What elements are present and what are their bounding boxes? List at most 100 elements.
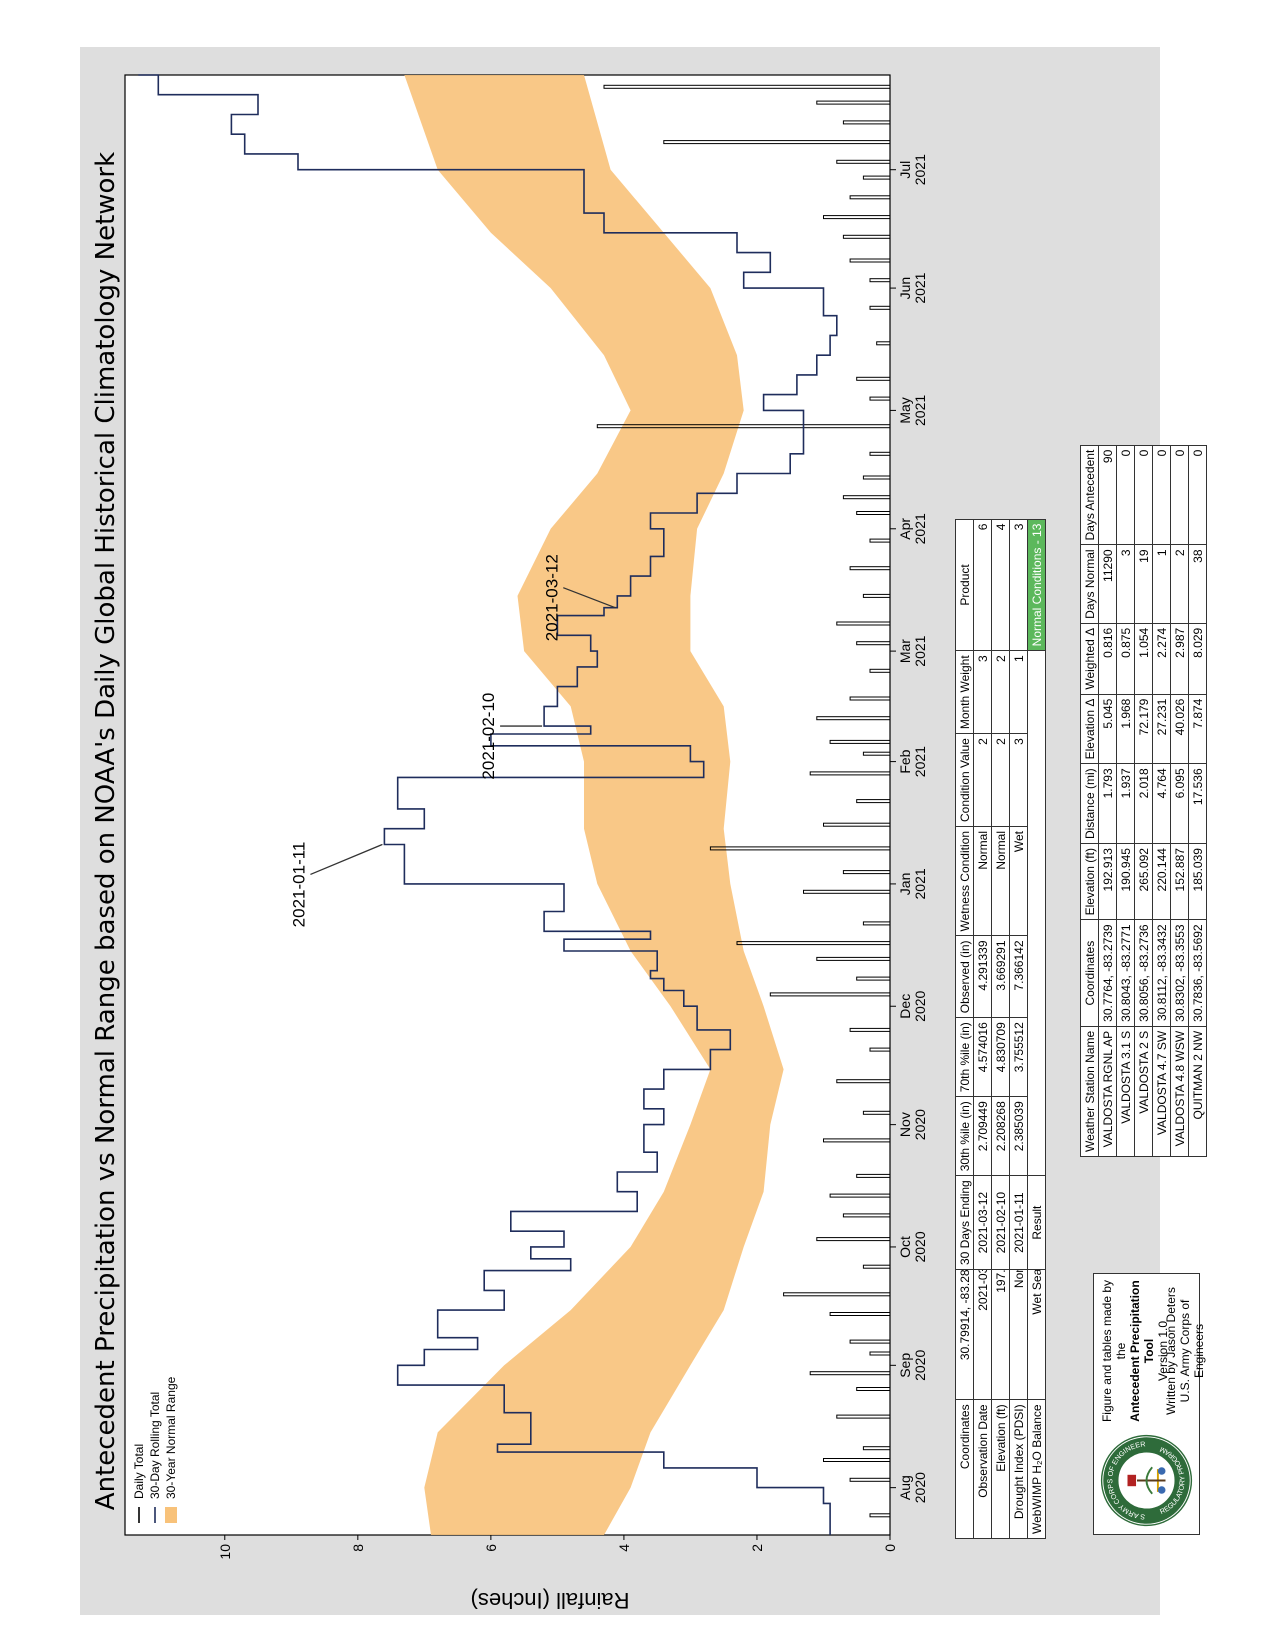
site-table-row: Elevation (ft) 197.958 bbox=[991, 1244, 1010, 1539]
daily-total-bar bbox=[869, 1351, 891, 1356]
rain-table-header: Wetness Condition bbox=[955, 826, 974, 936]
station-table-header: Coordinates bbox=[1080, 919, 1099, 1027]
y-tick-label: 0 bbox=[882, 1544, 898, 1552]
legend-swatch bbox=[165, 1507, 177, 1523]
result-label: Result bbox=[1027, 1175, 1046, 1270]
station-table-cell: 192.913 bbox=[1098, 843, 1117, 920]
annotation-label: 2021-02-10 bbox=[479, 693, 498, 780]
credit-box: US ARMY CORPS OF ENGINEERS REGULATORY PR… bbox=[1093, 1273, 1206, 1535]
daily-total-bar bbox=[849, 258, 891, 263]
x-tick-year-label: 2021 bbox=[912, 513, 928, 544]
author-name: Written by Jason Deters bbox=[1164, 1287, 1178, 1415]
daily-total-bar bbox=[823, 1458, 891, 1462]
daily-total-bar bbox=[869, 396, 891, 401]
daily-total-bar bbox=[849, 1027, 891, 1032]
station-table-row: VALDOSTA 4.8 WSW 30.8302, -83.3553 152.887… bbox=[1170, 445, 1189, 1157]
x-tick-month-label: Jan bbox=[897, 873, 913, 896]
daily-total-bar bbox=[869, 538, 891, 543]
x-tick-month-label: Apr bbox=[897, 518, 913, 540]
daily-total-bar bbox=[842, 234, 891, 239]
rain-table-cell: 3 bbox=[1009, 733, 1028, 827]
site-table-row: Drought Index (PDSI)Normal bbox=[1009, 1244, 1028, 1539]
station-table-cell: 3 bbox=[1116, 544, 1135, 624]
result-value-badge: Normal Conditions - 13 bbox=[1027, 519, 1046, 651]
daily-total-bar bbox=[596, 424, 891, 429]
station-table-cell: 72.179 bbox=[1134, 694, 1153, 764]
daily-total-bar bbox=[836, 159, 891, 164]
y-tick-label: 4 bbox=[616, 1544, 632, 1552]
legend-label: Daily Total bbox=[132, 1444, 146, 1499]
rain-table-cell: 2.385039 bbox=[1009, 1096, 1028, 1176]
station-table-header: Days Normal bbox=[1080, 544, 1099, 624]
plot-area bbox=[124, 74, 891, 1536]
rolling-total-line bbox=[138, 74, 838, 1535]
station-table-header: Weighted Δ bbox=[1080, 623, 1099, 695]
chart-legend: Daily Total 30-Day Rolling Total 30-Year N… bbox=[132, 1376, 178, 1523]
daily-total-bar bbox=[816, 100, 891, 105]
rainfall-summary-table: 30 Days Ending 30th %ile (in) 70th %ile (i… bbox=[955, 518, 1046, 1270]
rain-table-row: 2021-03-12 2.709449 4.574016 4.291339 Normal… bbox=[973, 519, 992, 1270]
site-info-table: Coordinates 30.79914, -83.28845 Observatio… bbox=[955, 1244, 1046, 1539]
rain-table-cell: 3.755512 bbox=[1009, 1017, 1028, 1097]
author-org: U.S. Army Corps of Engineers bbox=[1178, 1299, 1206, 1403]
station-table-cell: VALDOSTA 3.1 S bbox=[1116, 1026, 1135, 1157]
site-table-row: WebWIMP H₂O Balance Wet Season bbox=[1027, 1244, 1046, 1539]
station-table-cell: 90 bbox=[1098, 445, 1117, 545]
x-tick-year-label: 2021 bbox=[912, 395, 928, 426]
daily-total-bar bbox=[663, 140, 891, 145]
annotation-label: 2021-01-11 bbox=[289, 842, 308, 928]
station-table-cell: 2.987 bbox=[1170, 623, 1189, 695]
rain-table-cell: 4.574016 bbox=[973, 1017, 992, 1097]
daily-total-bar bbox=[836, 1079, 891, 1084]
rain-table-cell: Normal bbox=[991, 826, 1010, 936]
station-table-cell: 30.7764, -83.2739 bbox=[1098, 919, 1117, 1027]
daily-total-bar bbox=[849, 566, 891, 571]
station-table-cell: VALDOSTA 4.8 WSW bbox=[1170, 1026, 1189, 1157]
daily-total-bar bbox=[816, 956, 891, 961]
rain-table-header: Condition Value bbox=[955, 733, 974, 827]
station-table-header: Days Antecedent bbox=[1080, 445, 1099, 545]
credit-text: Figure and tables made by the Antecedent… bbox=[1100, 1276, 1170, 1426]
daily-total-bar bbox=[856, 641, 891, 646]
chart-title: Antecedent Precipitation vs Normal Range… bbox=[91, 152, 121, 1510]
site-field-label: WebWIMP H₂O Balance bbox=[1027, 1399, 1046, 1539]
station-table-cell: 0 bbox=[1116, 445, 1135, 545]
daily-total-bar bbox=[836, 621, 891, 626]
station-table-cell: 2 bbox=[1170, 544, 1189, 624]
daily-total-bar bbox=[829, 1312, 891, 1316]
rain-table-cell: 3 bbox=[973, 650, 992, 734]
station-table-cell: 38 bbox=[1188, 544, 1207, 624]
daily-total-bar bbox=[862, 751, 891, 756]
rain-table-cell: Wet bbox=[1009, 826, 1028, 936]
legend-label: 30-Year Normal Range bbox=[164, 1376, 178, 1499]
station-table-cell: 30.8056, -83.2736 bbox=[1134, 919, 1153, 1027]
station-table-row: VALDOSTA 4.7 SW 30.8112, -83.3432 220.144 4… bbox=[1152, 445, 1171, 1157]
x-tick-month-label: Aug bbox=[897, 1475, 913, 1500]
x-tick-month-label: Mar bbox=[897, 639, 913, 663]
daily-total-bar bbox=[862, 1446, 891, 1451]
station-table-header: Elevation (ft) bbox=[1080, 843, 1099, 920]
station-table-cell: 0.816 bbox=[1098, 623, 1117, 695]
rain-table-cell: 2021-02-10 bbox=[991, 1175, 1010, 1270]
station-table-cell: 30.8302, -83.3553 bbox=[1170, 919, 1189, 1027]
rain-table-header: 30th %ile (in) bbox=[955, 1096, 974, 1176]
result-spacer bbox=[1027, 650, 1046, 1176]
x-tick-month-label: May bbox=[897, 397, 913, 423]
daily-total-bar bbox=[862, 175, 891, 180]
station-table-cell: 185.039 bbox=[1188, 843, 1207, 920]
daily-total-bar bbox=[783, 1292, 891, 1297]
x-tick-month-label: Sep bbox=[897, 1353, 913, 1378]
site-field-label: Observation Date bbox=[973, 1399, 992, 1539]
normal-range-band bbox=[404, 75, 784, 1535]
credit-line-1: Figure and tables made by the bbox=[1100, 1279, 1128, 1423]
daily-total-bar bbox=[709, 846, 891, 851]
daily-total-bar bbox=[856, 1387, 891, 1391]
rain-table-cell: 4.830709 bbox=[991, 1017, 1010, 1097]
daily-total-bar bbox=[849, 696, 891, 701]
rain-table-header: Month Weight bbox=[955, 650, 974, 734]
station-table-cell: 190.945 bbox=[1116, 843, 1135, 920]
daily-total-bar bbox=[823, 822, 891, 827]
daily-total-bar bbox=[849, 195, 891, 200]
daily-total-bar bbox=[842, 1213, 891, 1218]
